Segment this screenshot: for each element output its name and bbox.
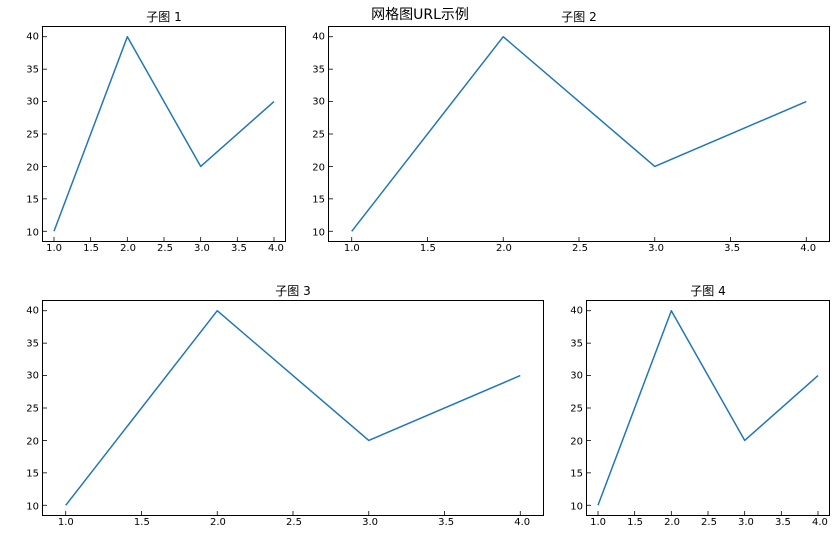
subplot-2-xtick-label: 1.0 [344, 243, 360, 254]
subplot-1-xtick-label: 4.0 [268, 243, 284, 254]
subplot-1-ytick-label: 15 [26, 195, 39, 206]
subplot-1-axes: 1.01.52.02.53.03.54.010152025303540 [42, 26, 286, 242]
subplot-4-ytick-label: 15 [570, 469, 583, 480]
subplot-3-ytick-label: 25 [26, 404, 39, 415]
subplot-1-ytick-label: 40 [26, 31, 39, 42]
subplot-3: 子图 3 1.01.52.02.53.03.54.010152025303540 [42, 300, 544, 516]
subplot-4-ytick-label: 25 [570, 404, 583, 415]
subplot-1-ytick-label: 35 [26, 64, 39, 75]
subplot-1-xtick-label: 1.5 [83, 243, 99, 254]
subplot-1-ytick-label: 30 [26, 97, 39, 108]
subplot-1-xtick-label: 1.0 [46, 243, 62, 254]
subplot-1-xtick-label: 3.5 [231, 243, 247, 254]
subplot-4-axes: 1.01.52.02.53.03.54.010152025303540 [586, 300, 830, 516]
subplot-3-title: 子图 3 [42, 282, 544, 299]
subplot-3-plot [43, 301, 543, 515]
subplot-3-xtick-label: 1.0 [58, 517, 74, 528]
subplot-4-ytick-label: 40 [570, 305, 583, 316]
subplot-2: 子图 2 1.01.52.02.53.03.54.010152025303540 [328, 26, 830, 242]
subplot-1-ytick-label: 20 [26, 162, 39, 173]
subplot-3-xtick-label: 1.5 [134, 517, 150, 528]
subplot-2-ytick-label: 10 [312, 228, 325, 239]
subplot-4-xtick-label: 2.0 [664, 517, 680, 528]
subplot-4-xtick-label: 1.5 [627, 517, 643, 528]
subplot-2-ytick-label: 20 [312, 162, 325, 173]
subplot-3-xtick-label: 2.5 [286, 517, 302, 528]
subplot-4-title: 子图 4 [586, 282, 830, 299]
subplot-3-axes: 1.01.52.02.53.03.54.010152025303540 [42, 300, 544, 516]
subplot-1-xtick-label: 2.0 [120, 243, 136, 254]
subplot-2-xtick-label: 4.0 [800, 243, 816, 254]
subplot-3-ytick-label: 35 [26, 338, 39, 349]
subplot-2-xtick-label: 1.5 [420, 243, 436, 254]
subplot-2-ytick-label: 40 [312, 31, 325, 42]
subplot-2-line [352, 37, 807, 232]
subplot-1-title: 子图 1 [42, 8, 286, 25]
subplot-3-xtick-label: 3.0 [362, 517, 378, 528]
subplot-3-ytick-label: 40 [26, 305, 39, 316]
subplot-3-ytick-label: 20 [26, 436, 39, 447]
subplot-4-ytick-label: 20 [570, 436, 583, 447]
subplot-1-ytick-label: 10 [26, 228, 39, 239]
subplot-2-plot [329, 27, 829, 241]
subplot-1-ytick-label: 25 [26, 130, 39, 141]
subplot-2-title: 子图 2 [328, 8, 830, 25]
subplot-2-ytick-label: 30 [312, 97, 325, 108]
subplot-2-ytick-label: 25 [312, 130, 325, 141]
subplot-3-xtick-label: 2.0 [210, 517, 226, 528]
subplot-4-line [598, 311, 818, 506]
subplot-3-line [66, 311, 521, 506]
subplot-3-ytick-label: 15 [26, 469, 39, 480]
subplot-3-ytick-label: 30 [26, 371, 39, 382]
subplot-2-ytick-label: 15 [312, 195, 325, 206]
figure: 网格图URL示例 子图 1 1.01.52.02.53.03.54.010152… [0, 0, 840, 560]
subplot-3-xtick-label: 3.5 [438, 517, 454, 528]
subplot-4: 子图 4 1.01.52.02.53.03.54.010152025303540 [586, 300, 830, 516]
subplot-2-xtick-label: 3.5 [724, 243, 740, 254]
subplot-2-xtick-label: 3.0 [648, 243, 664, 254]
subplot-1-plot [43, 27, 285, 241]
subplot-4-ytick-label: 30 [570, 371, 583, 382]
subplot-4-xtick-label: 3.5 [775, 517, 791, 528]
subplot-3-xtick-label: 4.0 [514, 517, 530, 528]
subplot-4-xtick-label: 4.0 [812, 517, 828, 528]
subplot-4-plot [587, 301, 829, 515]
subplot-3-ytick-label: 10 [26, 502, 39, 513]
subplot-1-xtick-label: 2.5 [157, 243, 173, 254]
subplot-2-xtick-label: 2.0 [496, 243, 512, 254]
subplot-4-xtick-label: 3.0 [738, 517, 754, 528]
subplot-4-xtick-label: 2.5 [701, 517, 717, 528]
subplot-2-ytick-label: 35 [312, 64, 325, 75]
subplot-1-line [54, 37, 274, 232]
subplot-2-xtick-label: 2.5 [572, 243, 588, 254]
subplot-1-xtick-label: 3.0 [194, 243, 210, 254]
subplot-4-xtick-label: 1.0 [590, 517, 606, 528]
subplot-4-ytick-label: 10 [570, 502, 583, 513]
subplot-1: 子图 1 1.01.52.02.53.03.54.010152025303540 [42, 26, 286, 242]
subplot-2-axes: 1.01.52.02.53.03.54.010152025303540 [328, 26, 830, 242]
subplot-4-ytick-label: 35 [570, 338, 583, 349]
